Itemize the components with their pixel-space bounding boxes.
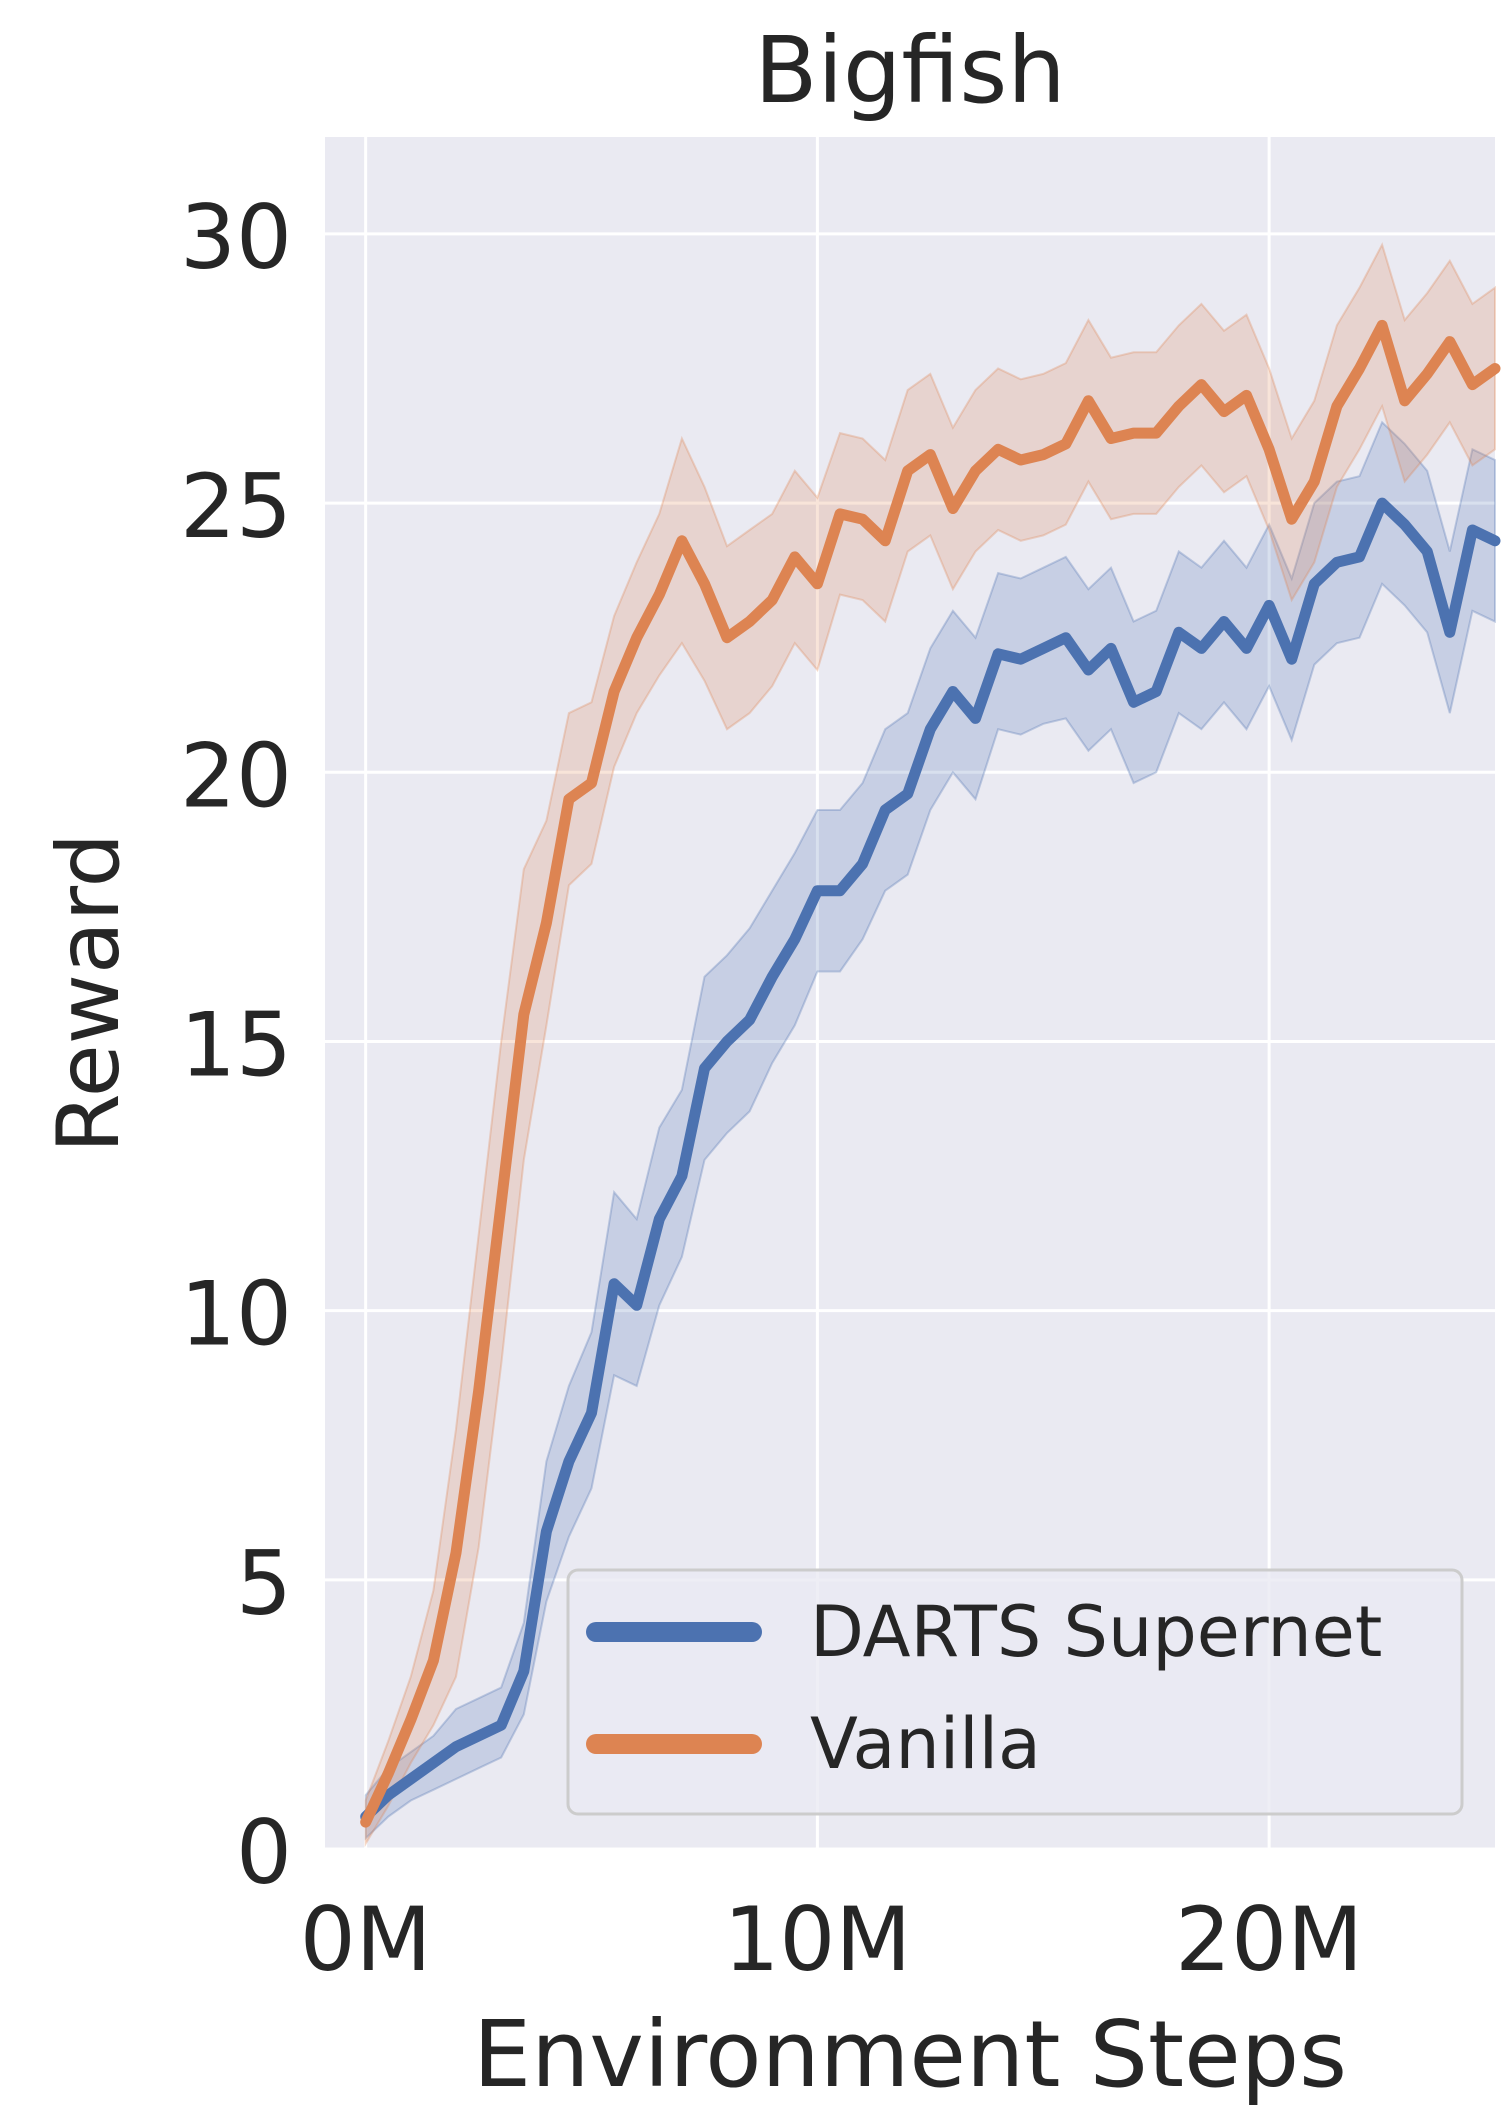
confidence-band-0 <box>364 420 1496 1841</box>
series-line-1 <box>360 319 1501 1828</box>
x-tick-label: 10M <box>723 1888 911 1991</box>
legend-box <box>566 1568 1464 1816</box>
x-axis-label: Environment Steps <box>473 2001 1347 2108</box>
legend-label-1: Vanilla <box>810 1703 1041 1785</box>
chart-title: Bigfish <box>754 17 1065 124</box>
legend-label-0: DARTS Supernet <box>810 1591 1382 1673</box>
y-axis-label: Reward <box>39 833 139 1153</box>
y-tick-label: 5 <box>236 1532 292 1635</box>
y-tick-label: 25 <box>180 455 292 558</box>
y-tick-label: 15 <box>180 993 292 1096</box>
x-axis-ticks: 0M 10M 20M <box>300 1888 1363 1991</box>
y-axis-ticks: 0 5 10 15 20 25 30 <box>180 186 292 1904</box>
x-tick-label: 20M <box>1175 1888 1363 1991</box>
x-tick-label: 0M <box>300 1888 432 1991</box>
legend: DARTS Supernet Vanilla <box>566 1568 1464 1816</box>
y-tick-label: 30 <box>180 186 292 289</box>
series-lines <box>360 319 1501 1828</box>
y-tick-label: 20 <box>180 724 292 827</box>
series-line-0 <box>360 497 1501 1823</box>
y-tick-label: 0 <box>236 1801 292 1904</box>
plot-area <box>325 137 1495 1849</box>
confidence-bands <box>364 242 1496 1848</box>
y-tick-label: 10 <box>180 1263 292 1366</box>
confidence-band-1 <box>364 242 1496 1848</box>
